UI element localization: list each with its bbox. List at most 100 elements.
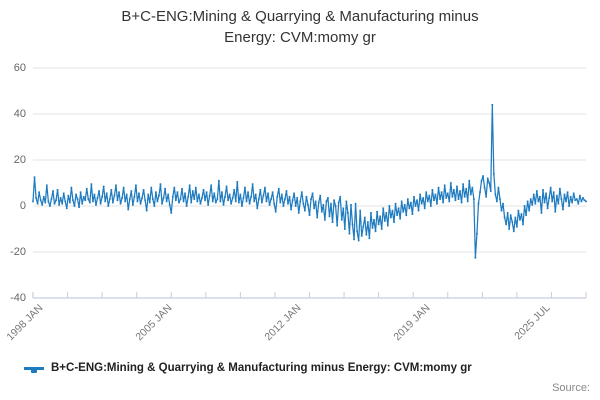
data-point	[417, 209, 420, 212]
data-point	[56, 189, 59, 191]
data-point	[370, 212, 372, 214]
data-point	[393, 221, 395, 223]
data-point	[411, 213, 414, 215]
data-point	[376, 210, 378, 213]
data-point	[53, 202, 56, 205]
data-point	[477, 202, 480, 205]
data-point	[293, 192, 295, 195]
data-point	[399, 217, 401, 220]
data-point	[239, 193, 242, 196]
data-point	[462, 183, 464, 185]
data-point	[308, 214, 311, 217]
data-point	[244, 186, 246, 189]
data-point	[337, 201, 340, 204]
data-point	[419, 193, 421, 196]
data-point	[532, 193, 535, 196]
data-point	[569, 195, 572, 198]
data-point	[191, 190, 194, 192]
data-point	[456, 185, 458, 188]
data-point	[382, 207, 385, 210]
data-point	[159, 183, 162, 185]
data-point	[377, 223, 380, 226]
data-point	[394, 202, 397, 205]
data-point	[81, 202, 84, 205]
data-point	[391, 209, 394, 212]
data-point	[279, 201, 282, 204]
data-point	[446, 192, 449, 195]
data-point	[408, 207, 411, 210]
data-point	[245, 200, 248, 203]
data-point	[414, 205, 417, 207]
data-point	[85, 187, 88, 190]
data-point	[311, 192, 314, 195]
data-point	[162, 197, 165, 199]
data-point	[319, 194, 322, 197]
data-point	[124, 200, 127, 203]
data-point	[116, 199, 119, 202]
data-point	[499, 198, 501, 200]
data-point	[425, 191, 428, 194]
data-point	[105, 192, 108, 195]
data-point	[179, 198, 182, 200]
data-point	[396, 214, 398, 217]
data-point	[511, 221, 514, 223]
data-point	[70, 186, 73, 189]
data-point	[403, 204, 406, 206]
data-point	[342, 207, 345, 210]
y-axis-tick-label: 40	[13, 107, 26, 120]
data-point	[334, 205, 337, 207]
data-point	[397, 207, 400, 210]
data-point	[107, 205, 110, 207]
data-point	[32, 200, 34, 203]
data-point	[512, 230, 515, 233]
data-point	[388, 205, 391, 207]
data-point	[213, 192, 216, 195]
data-point	[144, 199, 146, 202]
data-point	[276, 195, 279, 198]
data-point	[380, 228, 383, 230]
chart-title: B+C-ENG:Mining & Quarrying & Manufacturi…	[0, 6, 600, 48]
data-point	[273, 202, 276, 205]
data-point	[251, 183, 254, 185]
data-point	[365, 233, 368, 236]
data-point	[383, 220, 386, 222]
data-point	[448, 200, 451, 203]
data-point	[99, 202, 102, 205]
data-point	[483, 186, 486, 189]
data-point	[265, 200, 268, 203]
data-point	[543, 201, 546, 204]
data-point	[351, 223, 354, 226]
data-point	[497, 186, 500, 189]
y-axis-tick-label: -20	[10, 245, 26, 258]
data-point	[59, 197, 62, 199]
data-point	[505, 223, 507, 226]
data-point	[35, 197, 37, 199]
data-point	[128, 198, 131, 200]
data-point	[476, 232, 478, 235]
data-point	[168, 204, 171, 206]
data-point	[426, 200, 429, 203]
data-point	[471, 186, 474, 189]
data-point	[445, 197, 448, 199]
data-point	[282, 205, 285, 207]
data-point	[577, 202, 580, 205]
line-marker-icon	[24, 366, 44, 373]
chart-legend[interactable]: B+C-ENG:Mining & Quarrying & Manufacturi…	[24, 362, 472, 374]
data-point	[348, 232, 351, 235]
data-point	[216, 198, 219, 200]
data-point	[345, 200, 348, 203]
data-point	[362, 225, 365, 228]
data-point	[540, 212, 543, 214]
data-point	[333, 199, 335, 202]
data-point	[33, 176, 36, 179]
data-point	[284, 198, 286, 200]
data-point	[454, 199, 457, 202]
data-point	[343, 228, 346, 230]
data-point	[542, 189, 544, 191]
data-point	[221, 191, 223, 194]
data-point	[437, 186, 440, 189]
data-point	[247, 191, 249, 194]
data-point	[130, 190, 133, 192]
data-point	[227, 199, 229, 202]
